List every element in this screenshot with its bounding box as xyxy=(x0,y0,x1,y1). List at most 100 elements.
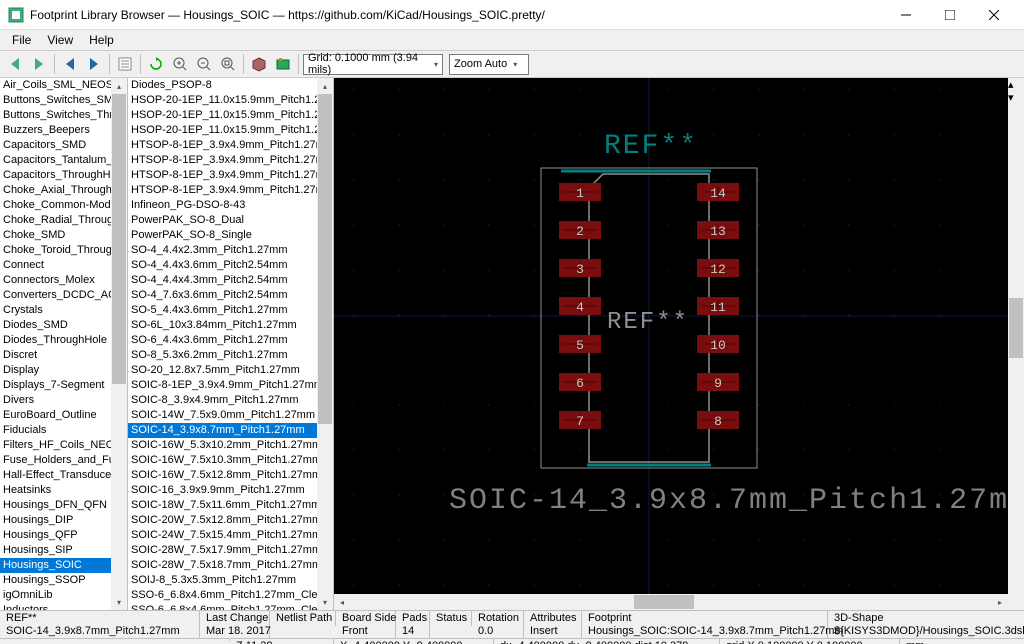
footprint-item[interactable]: SO-5_4.4x3.6mm_Pitch1.27mm xyxy=(128,303,333,318)
library-item[interactable]: Fuse_Holders_and_Fuses xyxy=(0,453,127,468)
library-item[interactable]: Discret xyxy=(0,348,127,363)
library-item[interactable]: Divers xyxy=(0,393,127,408)
library-item[interactable]: igOmniLib xyxy=(0,588,127,603)
library-item[interactable]: Converters_DCDC_ACDC xyxy=(0,288,127,303)
next-lib-button[interactable] xyxy=(28,53,50,75)
insert-button[interactable] xyxy=(272,53,294,75)
footprint-item[interactable]: SO-4_4.4x4.3mm_Pitch2.54mm xyxy=(128,273,333,288)
boardside-value: Front xyxy=(342,625,389,638)
prev-fp-button[interactable] xyxy=(59,53,81,75)
footprint-item[interactable]: PowerPAK_SO-8_Single xyxy=(128,228,333,243)
footprint-item[interactable]: SO-8_5.3x6.2mm_Pitch1.27mm xyxy=(128,348,333,363)
footprint-item[interactable]: SO-4_4.4x2.3mm_Pitch1.27mm xyxy=(128,243,333,258)
library-scrollbar[interactable]: ▴ ▾ xyxy=(111,78,127,610)
footprint-item[interactable]: SOIC-16W_7.5x12.8mm_Pitch1.27mm xyxy=(128,468,333,483)
footprint-item[interactable]: HSOP-20-1EP_11.0x15.9mm_Pitch1.27mm_ xyxy=(128,108,333,123)
menu-help[interactable]: Help xyxy=(81,31,122,49)
library-item[interactable]: Hall-Effect_Transducers_LE xyxy=(0,468,127,483)
maximize-button[interactable] xyxy=(928,0,972,30)
library-item[interactable]: Diodes_ThroughHole xyxy=(0,333,127,348)
footprint-item[interactable]: SOIC-14_3.9x8.7mm_Pitch1.27mm xyxy=(128,423,333,438)
canvas-hscroll[interactable]: ◂ ▸ xyxy=(334,594,1008,610)
status-row-2: Z 11.38 X -4.400000 Y -9.400000 dx -4.40… xyxy=(0,638,1024,644)
footprint-item[interactable]: SO-20_12.8x7.5mm_Pitch1.27mm xyxy=(128,363,333,378)
footprint-list[interactable]: Diodes_PSOP-8HSOP-20-1EP_11.0x15.9mm_Pit… xyxy=(128,78,333,610)
footprint-item[interactable]: SSO-6_6.8x4.6mm_Pitch1.27mm_Clearance xyxy=(128,588,333,603)
footprint-item[interactable]: SO-6L_10x3.84mm_Pitch1.27mm xyxy=(128,318,333,333)
prev-lib-button[interactable] xyxy=(4,53,26,75)
library-item[interactable]: Capacitors_Tantalum_SMD xyxy=(0,153,127,168)
library-item[interactable]: Choke_SMD xyxy=(0,228,127,243)
footprint-item[interactable]: SOIC-24W_7.5x15.4mm_Pitch1.27mm xyxy=(128,528,333,543)
footprint-item[interactable]: SOIC-16W_7.5x10.3mm_Pitch1.27mm xyxy=(128,453,333,468)
zoom-in-button[interactable] xyxy=(169,53,191,75)
library-item[interactable]: Choke_Radial_ThroughHole xyxy=(0,213,127,228)
footprint-item[interactable]: SOIC-28W_7.5x17.9mm_Pitch1.27mm xyxy=(128,543,333,558)
footprint-item[interactable]: SOIC-16W_5.3x10.2mm_Pitch1.27mm xyxy=(128,438,333,453)
library-item[interactable]: Buttons_Switches_SMD xyxy=(0,93,127,108)
footprint-item[interactable]: SOIC-28W_7.5x18.7mm_Pitch1.27mm xyxy=(128,558,333,573)
library-item[interactable]: Inductors xyxy=(0,603,127,610)
footprint-item[interactable]: SO-6_4.4x3.6mm_Pitch1.27mm xyxy=(128,333,333,348)
zoom-out-button[interactable] xyxy=(193,53,215,75)
library-item[interactable]: Displays_7-Segment xyxy=(0,378,127,393)
library-item[interactable]: Housings_SIP xyxy=(0,543,127,558)
library-item[interactable]: Housings_DFN_QFN xyxy=(0,498,127,513)
library-item[interactable]: Connect xyxy=(0,258,127,273)
library-item[interactable]: Heatsinks xyxy=(0,483,127,498)
next-fp-button[interactable] xyxy=(83,53,105,75)
footprint-item[interactable]: SOIC-20W_7.5x12.8mm_Pitch1.27mm xyxy=(128,513,333,528)
canvas-vscroll[interactable]: ▴ ▾ xyxy=(1008,78,1024,594)
library-item[interactable]: Connectors_Molex xyxy=(0,273,127,288)
footprint-item[interactable]: HSOP-20-1EP_11.0x15.9mm_Pitch1.27mm xyxy=(128,93,333,108)
footprint-item[interactable]: SSO-6_6.8x4.6mm_Pitch1.27mm_Clearance xyxy=(128,603,333,610)
footprint-item[interactable]: SOIC-8-1EP_3.9x4.9mm_Pitch1.27mm xyxy=(128,378,333,393)
zoom-dropdown[interactable]: Zoom Auto▾ xyxy=(449,54,529,75)
footprint-item[interactable]: HSOP-20-1EP_11.0x15.9mm_Pitch1.27mm_ xyxy=(128,123,333,138)
library-item[interactable]: Crystals xyxy=(0,303,127,318)
footprint-canvas[interactable]: 1234567141312111098REF**REF**SOIC-14_3.9… xyxy=(334,78,1024,610)
list-button[interactable] xyxy=(114,53,136,75)
footprint-scrollbar[interactable]: ▴ ▾ xyxy=(317,78,333,610)
footprint-item[interactable]: SO-4_7.6x3.6mm_Pitch2.54mm xyxy=(128,288,333,303)
library-item[interactable]: Housings_SSOP xyxy=(0,573,127,588)
library-item[interactable]: Buttons_Switches_ThroughH xyxy=(0,108,127,123)
library-item[interactable]: Display xyxy=(0,363,127,378)
library-item[interactable]: Capacitors_SMD xyxy=(0,138,127,153)
zoom-fit-button[interactable] xyxy=(217,53,239,75)
footprint-item[interactable]: HTSOP-8-1EP_3.9x4.9mm_Pitch1.27mm_La xyxy=(128,153,333,168)
footprint-item[interactable]: HTSOP-8-1EP_3.9x4.9mm_Pitch1.27mm xyxy=(128,138,333,153)
library-item[interactable]: Housings_SOIC xyxy=(0,558,127,573)
library-item[interactable]: Buzzers_Beepers xyxy=(0,123,127,138)
footprint-item[interactable]: SO-4_4.4x3.6mm_Pitch2.54mm xyxy=(128,258,333,273)
library-item[interactable]: Fiducials xyxy=(0,423,127,438)
library-item[interactable]: Filters_HF_Coils_NEOSID xyxy=(0,438,127,453)
library-item[interactable]: Air_Coils_SML_NEOSID xyxy=(0,78,127,93)
library-item[interactable]: Choke_Toroid_ThroughHol xyxy=(0,243,127,258)
footprint-item[interactable]: SOIJ-8_5.3x5.3mm_Pitch1.27mm xyxy=(128,573,333,588)
minimize-button[interactable] xyxy=(884,0,928,30)
footprint-item[interactable]: SOIC-8_3.9x4.9mm_Pitch1.27mm xyxy=(128,393,333,408)
close-button[interactable] xyxy=(972,0,1016,30)
grid-dropdown[interactable]: Grid: 0.1000 mm (3.94 mils)▾ xyxy=(303,54,443,75)
library-item[interactable]: Housings_DIP xyxy=(0,513,127,528)
view3d-button[interactable] xyxy=(248,53,270,75)
library-item[interactable]: Housings_QFP xyxy=(0,528,127,543)
footprint-item[interactable]: HTSOP-8-1EP_3.9x4.9mm_Pitch1.27mm_Th xyxy=(128,168,333,183)
footprint-item[interactable]: SOIC-18W_7.5x11.6mm_Pitch1.27mm xyxy=(128,498,333,513)
footprint-item[interactable]: SOIC-14W_7.5x9.0mm_Pitch1.27mm xyxy=(128,408,333,423)
footprint-item[interactable]: SOIC-16_3.9x9.9mm_Pitch1.27mm xyxy=(128,483,333,498)
footprint-item[interactable]: PowerPAK_SO-8_Dual xyxy=(128,213,333,228)
library-item[interactable]: EuroBoard_Outline xyxy=(0,408,127,423)
library-item[interactable]: Capacitors_ThroughHole xyxy=(0,168,127,183)
library-item[interactable]: Choke_Common-Mode_Wu xyxy=(0,198,127,213)
library-item[interactable]: Choke_Axial_ThroughHole xyxy=(0,183,127,198)
library-item[interactable]: Diodes_SMD xyxy=(0,318,127,333)
footprint-item[interactable]: Diodes_PSOP-8 xyxy=(128,78,333,93)
menu-view[interactable]: View xyxy=(39,31,81,49)
footprint-item[interactable]: HTSOP-8-1EP_3.9x4.9mm_Pitch1.27mm_Th xyxy=(128,183,333,198)
refresh-button[interactable] xyxy=(145,53,167,75)
menu-file[interactable]: File xyxy=(4,31,39,49)
footprint-item[interactable]: Infineon_PG-DSO-8-43 xyxy=(128,198,333,213)
library-list[interactable]: Air_Coils_SML_NEOSIDButtons_Switches_SMD… xyxy=(0,78,127,610)
